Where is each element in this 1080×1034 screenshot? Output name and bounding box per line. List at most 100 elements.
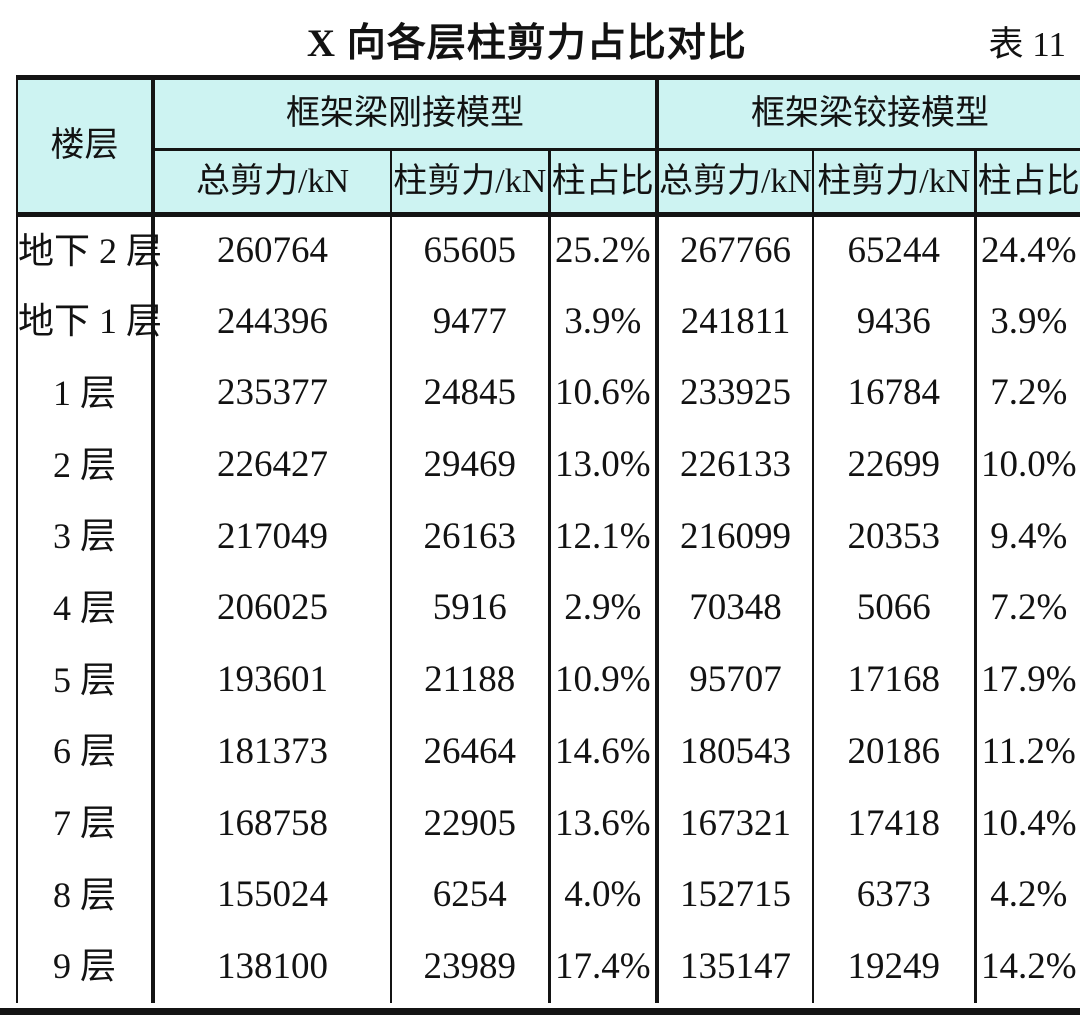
cell-rigid-column-shear: 21188	[391, 644, 551, 717]
cell-hinged-total-shear: 226133	[657, 429, 815, 502]
cell-hinged-column-ratio: 14.2%	[980, 945, 1077, 987]
cell-rigid-column-ratio: 25.2%	[549, 214, 660, 287]
table-number-label: 表 11	[988, 25, 1066, 64]
cell-hinged-column-ratio: 7.2%	[990, 372, 1068, 414]
header-hinged-column-ratio: 柱占比	[975, 149, 1080, 217]
table-row: 1 层 235377 24845 10.6% 233925 16784 7.2%	[16, 357, 1080, 430]
cell-hinged-column-ratio: 4.2%	[990, 874, 1068, 916]
cell-rigid-total-shear: 181373	[153, 716, 392, 788]
cell-hinged-total-shear: 135147	[657, 931, 815, 1004]
header-floor: 楼层	[16, 75, 155, 217]
cell-hinged-column-shear: 19249	[813, 931, 977, 1004]
cell-hinged-column-shear: 22699	[813, 429, 977, 502]
cell-rigid-total-shear: 155024	[153, 859, 392, 932]
cell-rigid-column-shear: 26464	[391, 716, 551, 788]
table-row: 地下 1 层 244396 9477 3.9% 241811 9436 3.9%	[16, 286, 1080, 358]
cell-rigid-column-ratio: 2.9%	[549, 572, 660, 645]
header-group-row: 楼层 框架梁刚接模型 框架梁铰接模型	[16, 75, 1080, 217]
cell-hinged-column-shear: 9436	[813, 286, 977, 358]
cell-floor-label: 1 层	[16, 357, 155, 430]
page-title: X 向各层柱剪力占比对比	[306, 22, 747, 65]
table-row: 2 层 226427 29469 13.0% 226133 22699 10.0…	[16, 429, 1080, 502]
table-row: 8 层 155024 6254 4.0% 152715 6373 4.2%	[16, 859, 1080, 932]
cell-hinged-column-ratio: 11.2%	[981, 730, 1076, 772]
cell-hinged-column-ratio: 10.4%	[980, 802, 1077, 844]
cell-floor-label: 2 层	[16, 429, 155, 502]
cell-hinged-total-shear: 167321	[657, 788, 815, 860]
cell-rigid-total-shear: 260764	[153, 214, 392, 287]
header-rigid-column-ratio: 柱占比	[549, 149, 660, 217]
cell-rigid-total-shear: 193601	[153, 644, 392, 717]
cell-rigid-column-shear: 6254	[391, 859, 551, 932]
cell-hinged-column-ratio: 17.9%	[980, 659, 1077, 701]
table-row: 3 层 217049 26163 12.1% 216099 20353 9.4%	[16, 501, 1080, 573]
cell-floor-label: 3 层	[16, 501, 155, 573]
cell-hinged-column-shear: 20186	[813, 716, 977, 788]
shear-comparison-table: 楼层 框架梁刚接模型 框架梁铰接模型 总剪力/kN 柱剪力/kN 柱占比 总剪力…	[16, 75, 1080, 1004]
table-bottom-rule	[0, 1008, 1080, 1015]
cell-rigid-column-shear: 23989	[391, 931, 551, 1004]
cell-hinged-column-shear: 6373	[813, 859, 977, 932]
cell-hinged-column-ratio: 9.4%	[990, 515, 1068, 557]
cell-floor-label: 7 层	[16, 788, 155, 860]
header-group-hinged-model: 框架梁铰接模型	[657, 75, 1080, 151]
cell-rigid-column-shear: 5916	[391, 572, 551, 645]
cell-rigid-column-shear: 29469	[391, 429, 551, 502]
cell-hinged-column-ratio: 10.0%	[980, 444, 1077, 486]
cell-rigid-column-shear: 26163	[391, 501, 551, 573]
cell-floor-label: 5 层	[16, 644, 155, 717]
cell-rigid-column-ratio: 10.6%	[549, 357, 660, 430]
cell-rigid-column-shear: 24845	[391, 357, 551, 430]
cell-rigid-column-ratio: 10.9%	[549, 644, 660, 717]
cell-hinged-column-ratio: 7.2%	[990, 587, 1068, 629]
table-body: 地下 2 层 260764 65605 25.2% 267766 65244 2…	[16, 214, 1080, 1004]
table-row: 9 层 138100 23989 17.4% 135147 19249 14.2…	[16, 931, 1080, 1004]
header-rigid-total-shear: 总剪力/kN	[153, 149, 392, 217]
title-bar: X 向各层柱剪力占比对比 表 11	[0, 0, 1080, 75]
header-rigid-column-shear: 柱剪力/kN	[391, 149, 551, 217]
cell-floor-label: 8 层	[16, 859, 155, 932]
cell-rigid-column-ratio: 3.9%	[549, 286, 660, 358]
cell-hinged-total-shear: 216099	[657, 501, 815, 573]
cell-rigid-total-shear: 235377	[153, 357, 392, 430]
table-header: 楼层 框架梁刚接模型 框架梁铰接模型 总剪力/kN 柱剪力/kN 柱占比 总剪力…	[16, 75, 1080, 217]
cell-rigid-column-ratio: 12.1%	[549, 501, 660, 573]
cell-rigid-column-ratio: 14.6%	[549, 716, 660, 788]
header-hinged-total-shear: 总剪力/kN	[657, 149, 815, 217]
cell-hinged-column-ratio: 3.9%	[990, 300, 1068, 342]
header-sub-row: 总剪力/kN 柱剪力/kN 柱占比 总剪力/kN 柱剪力/kN 柱占比	[17, 149, 1080, 217]
cell-hinged-column-shear: 65244	[813, 214, 977, 287]
cell-floor-label: 地下 1 层	[16, 286, 162, 358]
cell-hinged-column-shear: 20353	[813, 501, 977, 573]
cell-rigid-column-ratio: 17.4%	[549, 931, 660, 1004]
header-group-rigid-model: 框架梁刚接模型	[153, 75, 660, 151]
cell-rigid-total-shear: 244396	[153, 286, 392, 358]
cell-rigid-column-shear: 65605	[391, 214, 551, 287]
cell-rigid-total-shear: 168758	[153, 788, 392, 860]
cell-rigid-total-shear: 138100	[153, 931, 392, 1004]
cell-hinged-total-shear: 233925	[657, 357, 815, 430]
cell-rigid-column-ratio: 13.0%	[549, 429, 660, 502]
cell-floor-label: 6 层	[16, 716, 155, 788]
cell-hinged-total-shear: 180543	[657, 716, 815, 788]
cell-hinged-total-shear: 152715	[657, 859, 815, 932]
table-row: 6 层 181373 26464 14.6% 180543 20186 11.2…	[16, 716, 1080, 788]
table-row: 5 层 193601 21188 10.9% 95707 17168 17.9%	[16, 644, 1080, 717]
cell-rigid-total-shear: 226427	[153, 429, 392, 502]
cell-rigid-column-ratio: 13.6%	[549, 788, 660, 860]
cell-hinged-column-ratio: 24.4%	[980, 230, 1077, 272]
table-row: 地下 2 层 260764 65605 25.2% 267766 65244 2…	[16, 214, 1080, 287]
cell-floor-label: 9 层	[16, 931, 155, 1004]
cell-hinged-total-shear: 267766	[657, 214, 815, 287]
cell-hinged-total-shear: 70348	[657, 572, 815, 645]
cell-hinged-column-shear: 5066	[813, 572, 977, 645]
cell-rigid-column-shear: 9477	[391, 286, 551, 358]
cell-rigid-column-ratio: 4.0%	[549, 859, 660, 932]
cell-hinged-column-shear: 16784	[813, 357, 977, 430]
table-row: 4 层 206025 5916 2.9% 70348 5066 7.2%	[16, 572, 1080, 645]
header-hinged-column-shear: 柱剪力/kN	[813, 149, 977, 217]
cell-floor-label: 4 层	[16, 572, 155, 645]
cell-floor-label: 地下 2 层	[16, 214, 162, 287]
cell-rigid-total-shear: 217049	[153, 501, 392, 573]
cell-rigid-column-shear: 22905	[391, 788, 551, 860]
